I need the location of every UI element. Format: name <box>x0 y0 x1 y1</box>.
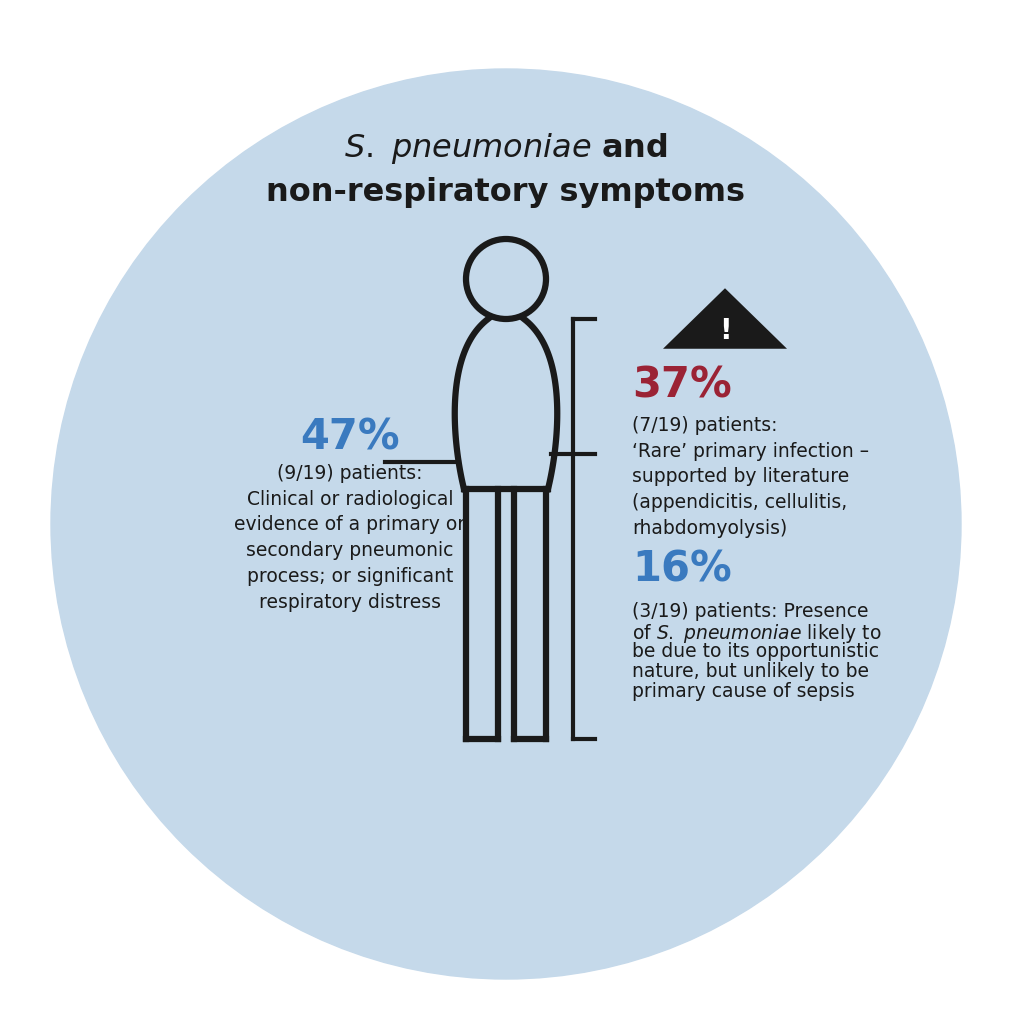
Text: non-respiratory symptoms: non-respiratory symptoms <box>266 176 745 208</box>
Text: 47%: 47% <box>300 416 399 458</box>
Text: nature, but unlikely to be: nature, but unlikely to be <box>632 662 868 681</box>
Circle shape <box>51 69 960 979</box>
Text: (9/19) patients:
Clinical or radiological
evidence of a primary or
secondary pne: (9/19) patients: Clinical or radiologica… <box>235 464 465 611</box>
Text: !: ! <box>718 317 731 345</box>
Text: 16%: 16% <box>632 548 731 590</box>
Text: $\it{S.\ pneumoniae}$$\bf{\ and}$: $\it{S.\ pneumoniae}$$\bf{\ and}$ <box>344 131 667 167</box>
Text: primary cause of sepsis: primary cause of sepsis <box>632 682 854 701</box>
Text: of $\it{S.\ pneumoniae}$ likely to: of $\it{S.\ pneumoniae}$ likely to <box>632 622 881 645</box>
Polygon shape <box>662 288 787 349</box>
Text: be due to its opportunistic: be due to its opportunistic <box>632 642 879 662</box>
Text: (7/19) patients:
‘Rare’ primary infection –
supported by literature
(appendiciti: (7/19) patients: ‘Rare’ primary infectio… <box>632 416 868 538</box>
Text: 37%: 37% <box>632 365 731 407</box>
Text: (3/19) patients: Presence: (3/19) patients: Presence <box>632 602 867 621</box>
